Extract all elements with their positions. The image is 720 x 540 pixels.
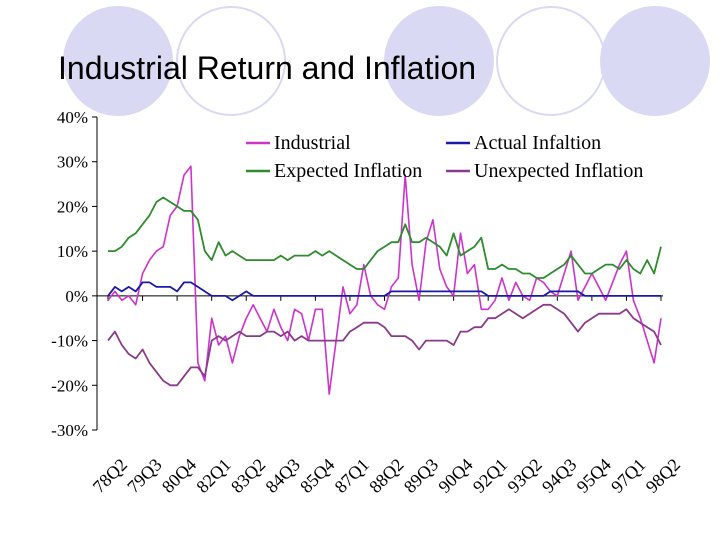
x-tick-label: 84Q3 (261, 454, 303, 496)
x-tick-label: 92Q1 (469, 454, 511, 496)
series-line-unexpected-inflation (107, 303, 662, 387)
x-tick-label: 95Q4 (573, 454, 615, 496)
legend-label: Industrial (274, 132, 351, 154)
decorative-circle (600, 6, 710, 116)
x-tick-label: 88Q2 (365, 454, 407, 496)
x-tick-label: 90Q4 (434, 454, 476, 496)
x-tick-label: 93Q2 (503, 454, 545, 496)
y-tick-label: -20% (51, 376, 88, 395)
legend-label: Unexpected Inflation (474, 160, 643, 182)
slide-title: Industrial Return and Inflation (58, 50, 477, 86)
decorative-circle (63, 6, 173, 116)
decorative-ring (176, 6, 286, 116)
decorative-circle (384, 6, 494, 116)
legend: Industrial Actual Infaltion Expected Infla… (246, 132, 643, 182)
series-lines (107, 165, 662, 396)
y-tick-label: 10% (57, 242, 88, 261)
y-tick-label: -30% (51, 421, 88, 440)
y-tick-label: 20% (57, 197, 88, 216)
x-tick-label: 94Q3 (538, 454, 580, 496)
x-tick-label: 85Q4 (296, 454, 338, 496)
y-tick-label: 40% (57, 108, 88, 127)
x-tick-label: 87Q1 (331, 454, 373, 496)
x-tick-label: 79Q3 (123, 454, 165, 496)
x-tick-label: 82Q1 (192, 454, 234, 496)
legend-label: Expected Inflation (274, 160, 422, 182)
y-tick-label: 0% (65, 287, 88, 306)
x-tick-label: 97Q1 (607, 454, 649, 496)
y-tick-label: 30% (57, 153, 88, 172)
x-tick-label: 80Q4 (158, 454, 200, 496)
legend-label: Actual Infaltion (474, 132, 601, 154)
x-tick-label: 83Q2 (227, 454, 269, 496)
x-tick-label: 78Q2 (89, 454, 131, 496)
series-line-expected-inflation (108, 196, 662, 279)
x-tick-label: 98Q2 (642, 454, 684, 496)
y-tick-label: -10% (51, 332, 88, 351)
series-line-actual-infaltion (107, 281, 661, 302)
x-tick-label: 89Q3 (400, 454, 442, 496)
